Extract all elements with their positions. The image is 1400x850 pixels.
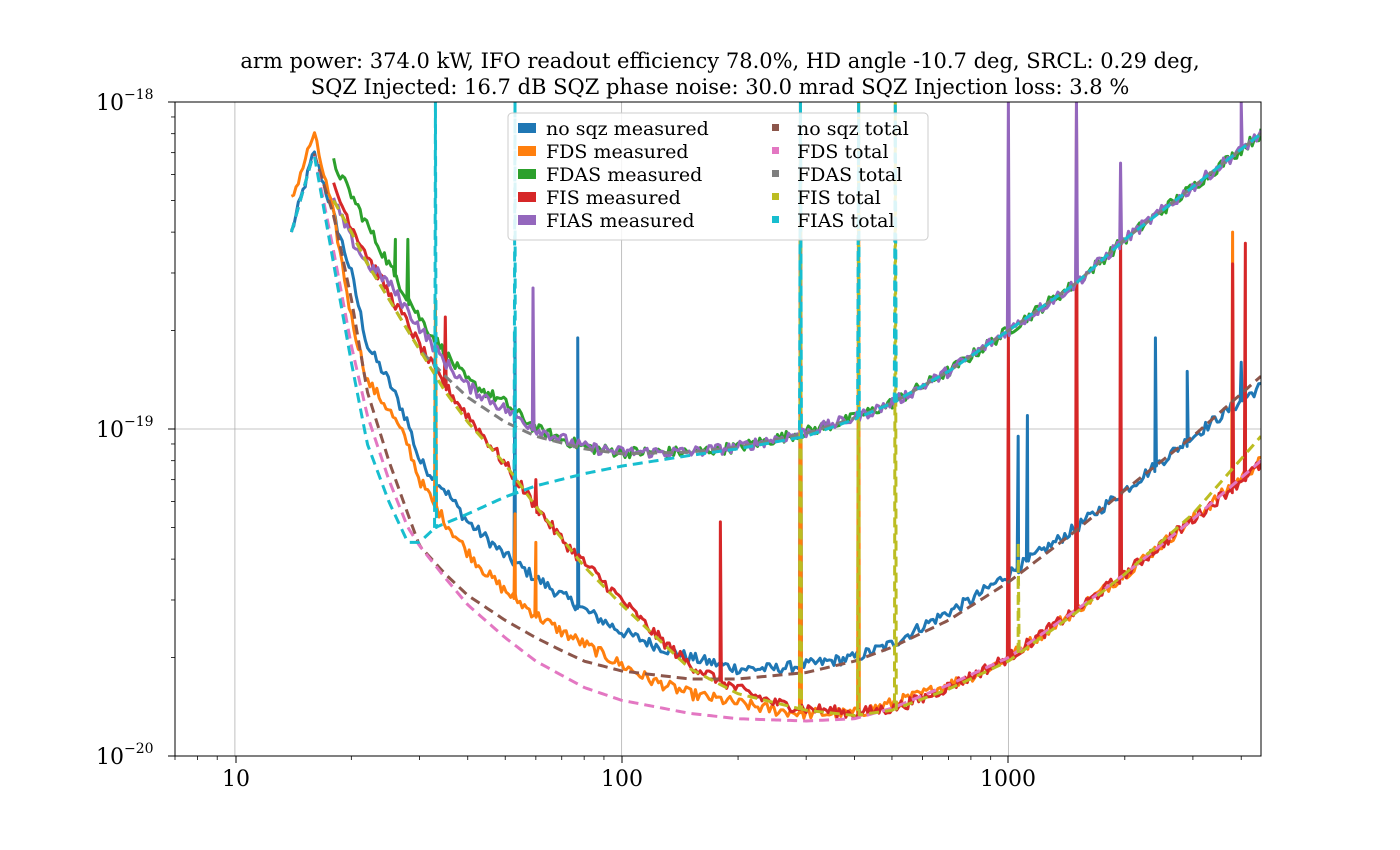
- minor-ticks: [171, 116, 1242, 760]
- legend-swatch: [518, 123, 536, 133]
- y-tick-exponent: −18: [124, 87, 154, 103]
- legend-swatch: [772, 216, 779, 223]
- chart-title-line-2: SQZ Injected: 16.7 dB SQZ phase noise: 3…: [311, 75, 1130, 99]
- series-line-1: [290, 102, 1261, 720]
- y-tick-base: 10: [96, 745, 124, 770]
- y-tick-exponent: −20: [124, 741, 154, 757]
- series-line-5: [289, 153, 1261, 681]
- legend-entry: FDAS measured: [546, 164, 702, 186]
- x-tick-label: 10: [222, 767, 250, 792]
- series-line-9: [289, 102, 1261, 544]
- y-axis: 10−20 10−19 10−18: [96, 87, 175, 770]
- legend-swatch: [518, 192, 536, 202]
- y-tick-label: 10−20: [96, 741, 154, 770]
- series-layer: [289, 102, 1261, 723]
- legend-entry: FDS measured: [546, 141, 689, 163]
- y-tick-base: 10: [96, 418, 124, 443]
- legend-entry: FDAS total: [797, 164, 902, 186]
- legend-swatch: [518, 169, 536, 179]
- legend-swatch: [518, 146, 536, 156]
- legend-swatch: [772, 147, 779, 154]
- chart-title-line-1: arm power: 374.0 kW, IFO readout efficie…: [240, 49, 1199, 73]
- y-tick-base: 10: [96, 91, 124, 116]
- legend-swatch: [518, 215, 536, 225]
- x-tick-label: 100: [601, 767, 643, 792]
- x-axis: 10 100 1000: [222, 756, 1036, 792]
- x-tick-label: 1000: [980, 767, 1036, 792]
- legend-entry: FIAS total: [797, 210, 895, 232]
- legend-entry: FIAS measured: [546, 210, 695, 232]
- legend-entry: no sqz measured: [546, 118, 709, 140]
- y-tick-label: 10−19: [96, 414, 154, 443]
- legend-entry: FIS total: [797, 187, 881, 209]
- legend-swatch: [772, 193, 779, 200]
- legend-entry: FIS measured: [546, 187, 681, 209]
- legend-entry: FDS total: [797, 141, 889, 163]
- legend-entry: no sqz total: [797, 118, 909, 140]
- series-line-8: [332, 102, 1261, 717]
- y-tick-label: 10−18: [96, 87, 154, 116]
- legend-swatch: [772, 170, 779, 177]
- legend-swatch: [772, 124, 779, 131]
- legend-box: [507, 112, 929, 241]
- series-line-0: [290, 102, 1261, 676]
- y-tick-exponent: −19: [124, 414, 154, 430]
- legend: no sqz measured FDS measured FDAS measur…: [507, 112, 929, 241]
